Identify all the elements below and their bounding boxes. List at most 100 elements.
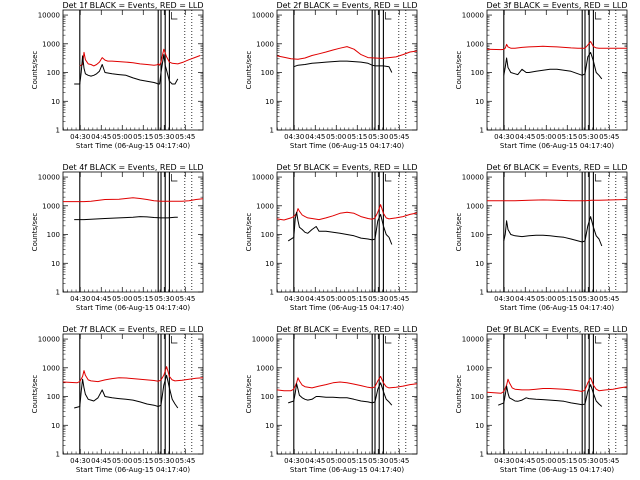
x-tick-label: 05:30 [154,457,174,465]
lld-series-line [487,199,628,202]
x-axis-label: Start Time (06-Aug-15 04:17:40) [290,304,404,312]
panel-title: Det 6f BLACK = Events, RED = LLD [486,163,627,172]
bracket-mark [595,12,602,20]
x-axis-label: Start Time (06-Aug-15 04:17:40) [76,304,190,312]
panel-2: Det 2f BLACK = Events, RED = LLD 1 10 100 10… [245,1,418,150]
y-tick-label: 1000 [42,202,60,210]
panel-4: Det 4f BLACK = Events, RED = LLD 1 10 100 10… [31,163,204,312]
y-tick-label: 10 [475,260,484,268]
panel-title: Det 7f BLACK = Events, RED = LLD [62,325,203,334]
x-tick-label: 05:45 [599,457,619,465]
y-tick-label: 10000 [252,336,274,344]
x-tick-label: 05:15 [347,295,367,303]
x-tick-label: 04:30 [494,295,514,303]
bracket-mark [171,336,178,344]
y-tick-label: 10000 [462,336,484,344]
x-tick-label: 05:00 [536,457,556,465]
x-tick-label: 04:45 [305,457,325,465]
lld-series-line [63,197,204,203]
y-tick-label: 1000 [256,364,274,372]
x-tick-label: 05:45 [175,295,195,303]
bracket-mark [595,336,602,344]
x-tick-label: 04:30 [284,133,304,141]
x-tick-label: 05:30 [578,295,598,303]
y-tick-label: 1 [270,289,274,297]
y-tick-label: 1000 [42,40,60,48]
x-tick-label: 04:45 [91,457,111,465]
panel-9: Det 9f BLACK = Events, RED = LLD 1 10 100 10… [455,325,628,474]
y-tick-label: 10 [265,422,274,430]
x-axis-label: Start Time (06-Aug-15 04:17:40) [500,142,614,150]
axes-frame [276,171,418,293]
x-tick-label: 05:30 [578,133,598,141]
x-axis-label: Start Time (06-Aug-15 04:17:40) [500,304,614,312]
x-tick-label: 05:00 [326,133,346,141]
x-tick-label: 05:30 [368,457,388,465]
y-axis-label: Counts/sec [455,213,463,252]
y-tick-label: 10000 [462,12,484,20]
x-tick-label: 04:45 [515,457,535,465]
lld-series-line [276,46,418,60]
x-tick-label: 04:30 [284,295,304,303]
lld-series-line [486,377,628,394]
panel-5: Det 5f BLACK = Events, RED = LLD 1 10 100 10… [245,163,418,312]
x-tick-label: 05:45 [389,295,409,303]
axes-frame [276,333,418,455]
axes-frame [62,171,204,293]
x-tick-label: 05:30 [368,295,388,303]
events-series-line [287,211,393,245]
panel-title: Det 9f BLACK = Events, RED = LLD [486,325,627,334]
x-tick-label: 05:00 [326,295,346,303]
x-tick-label: 04:30 [70,457,90,465]
y-tick-label: 1 [270,127,274,135]
panel-title: Det 2f BLACK = Events, RED = LLD [276,1,417,10]
x-tick-label: 05:45 [599,295,619,303]
x-tick-label: 04:45 [91,133,111,141]
x-tick-label: 05:45 [389,133,409,141]
y-tick-label: 1 [56,451,60,459]
y-axis-label: Counts/sec [31,213,39,252]
x-tick-label: 05:00 [112,133,132,141]
y-tick-label: 1 [56,289,60,297]
x-axis-label: Start Time (06-Aug-15 04:17:40) [500,466,614,474]
y-tick-label: 1000 [466,202,484,210]
x-tick-label: 05:45 [389,457,409,465]
y-tick-label: 10000 [38,336,60,344]
axes-frame [486,333,628,455]
panel-7: Det 7f BLACK = Events, RED = LLD 1 10 100 10… [31,325,204,474]
bracket-mark [595,174,602,182]
x-tick-label: 05:45 [175,457,195,465]
x-tick-label: 04:30 [70,133,90,141]
panel-8: Det 8f BLACK = Events, RED = LLD 1 10 100 10… [245,325,418,474]
y-tick-label: 10 [51,98,60,106]
y-tick-label: 10 [265,260,274,268]
x-tick-label: 05:15 [133,133,153,141]
y-tick-label: 100 [471,393,484,401]
y-tick-label: 100 [47,393,60,401]
y-tick-label: 1000 [466,364,484,372]
x-tick-label: 04:30 [284,457,304,465]
x-tick-label: 05:15 [347,457,367,465]
y-tick-label: 1000 [466,40,484,48]
y-axis-label: Counts/sec [245,213,253,252]
x-tick-label: 05:15 [557,457,577,465]
y-tick-label: 100 [471,69,484,77]
x-tick-label: 05:45 [599,133,619,141]
y-tick-label: 10 [475,98,484,106]
y-axis-label: Counts/sec [245,51,253,90]
axes-frame [62,333,204,455]
x-tick-label: 05:00 [536,295,556,303]
x-tick-label: 04:30 [494,133,514,141]
y-axis-label: Counts/sec [31,51,39,90]
panel-6: Det 6f BLACK = Events, RED = LLD 1 10 100 10… [455,163,628,312]
y-tick-label: 10 [51,260,60,268]
lld-series-line [486,41,627,51]
bracket-mark [385,174,392,182]
y-tick-label: 10000 [462,174,484,182]
x-tick-label: 05:15 [347,133,367,141]
x-tick-label: 05:30 [154,295,174,303]
y-axis-label: Counts/sec [31,375,39,414]
x-tick-label: 04:45 [305,133,325,141]
lld-series-line [276,375,418,392]
